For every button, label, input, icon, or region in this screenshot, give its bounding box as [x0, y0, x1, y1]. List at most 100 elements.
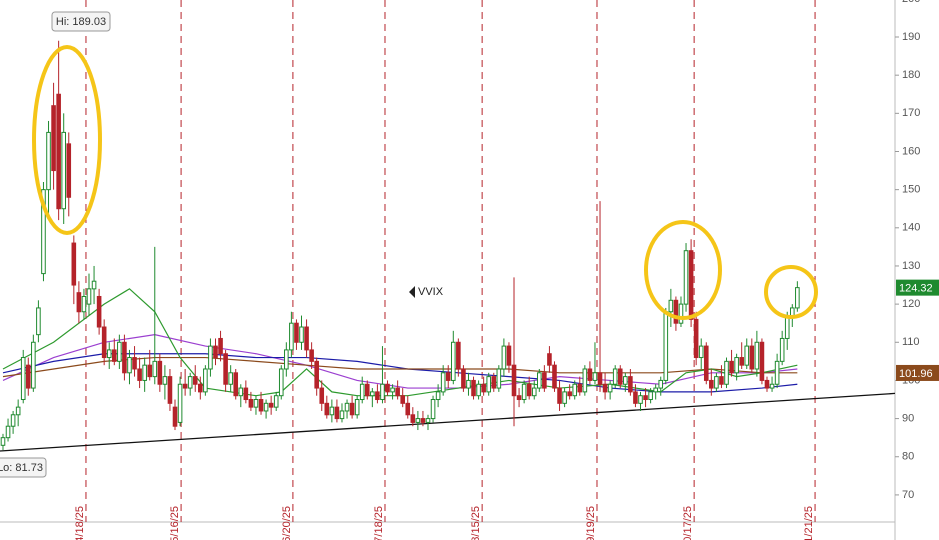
x-tick-label: 10/17/25 — [682, 506, 694, 540]
candle-body — [795, 287, 800, 309]
candle-body — [400, 395, 405, 404]
hi-label: Hi: 189.03 — [56, 16, 106, 28]
candle-body — [445, 372, 451, 381]
price-marker — [896, 279, 939, 296]
candle-body — [542, 372, 547, 389]
candle-body — [10, 414, 16, 427]
candle-body — [607, 383, 613, 393]
candle-body — [673, 299, 679, 324]
candle-body — [450, 341, 456, 381]
candle-body — [329, 406, 335, 416]
candle-body — [101, 326, 107, 359]
candle-body — [349, 402, 355, 416]
candle-body — [663, 311, 669, 381]
candle-body — [299, 326, 304, 343]
candle-body — [693, 318, 699, 359]
candle-body — [36, 307, 41, 336]
y-tick-label: 150 — [902, 184, 920, 196]
candle-body — [263, 402, 269, 412]
candle-body — [739, 357, 744, 366]
candle-body — [284, 349, 289, 370]
x-tick-label: 6/20/25 — [281, 506, 293, 540]
candle-body — [344, 402, 350, 412]
candle-body — [324, 402, 330, 416]
candle-body — [688, 250, 694, 320]
candle-body — [142, 364, 147, 381]
candle-body — [754, 341, 760, 370]
candle-body — [405, 402, 411, 416]
candle-body — [577, 383, 583, 393]
x-tick-label: 8/15/25 — [470, 506, 482, 540]
candle-body — [668, 299, 674, 313]
candle-body — [208, 345, 213, 370]
candle-body — [582, 368, 588, 393]
candle-body — [633, 391, 638, 404]
candle-body — [91, 280, 97, 290]
candle-body — [709, 379, 714, 389]
candle-body — [461, 368, 466, 389]
candle-body — [167, 376, 173, 404]
candle-body — [162, 376, 168, 385]
y-tick-label: 180 — [902, 69, 920, 81]
candle-body — [729, 360, 734, 374]
candle-body — [385, 383, 390, 393]
candle-body — [531, 387, 537, 397]
candle-body — [238, 387, 244, 397]
candle-body — [521, 383, 527, 401]
candle-body — [678, 303, 684, 324]
candle-body — [147, 364, 153, 378]
candle-body — [567, 391, 572, 397]
moving-average — [2, 356, 798, 378]
y-tick-label: 140 — [902, 222, 920, 234]
candle-body — [253, 399, 259, 408]
candle-body — [25, 364, 31, 389]
candle-body — [339, 410, 345, 420]
candle-body — [698, 345, 704, 359]
x-tick-label: 4/18/25 — [74, 506, 86, 540]
candle-body — [203, 368, 208, 393]
candle-body — [395, 387, 400, 397]
candle-body — [364, 383, 370, 397]
candle-body — [703, 345, 709, 381]
candle-body — [769, 383, 775, 389]
candle-body — [597, 372, 603, 385]
candle-body — [572, 383, 578, 397]
candle-body — [111, 349, 117, 362]
candle-body — [192, 376, 198, 385]
y-tick-label: 70 — [902, 489, 914, 501]
candle-body — [380, 383, 385, 401]
candle-body — [152, 360, 158, 378]
candle-body — [20, 357, 26, 401]
candle-body — [334, 406, 340, 420]
candle-body — [481, 383, 486, 393]
x-tick-label: 7/18/25 — [373, 506, 385, 540]
candle-body — [410, 414, 416, 423]
candle-body — [466, 379, 471, 389]
x-tick-label: 9/19/25 — [585, 506, 597, 540]
hi-box — [51, 11, 111, 32]
candle-body — [653, 387, 658, 393]
candle-body — [759, 341, 765, 381]
plot-area — [0, 0, 896, 522]
candle-body — [425, 418, 431, 423]
candle-body — [81, 295, 87, 313]
candle-body — [41, 189, 46, 275]
x-tick-label: 11/21/25 — [803, 506, 815, 540]
candle-body — [724, 360, 729, 385]
price-marker-label: 124.32 — [899, 283, 933, 295]
candle-body — [789, 307, 795, 317]
candle-body — [354, 399, 360, 416]
candle-body — [784, 315, 790, 339]
candle-body — [440, 372, 446, 393]
highlight-ellipse — [644, 220, 722, 320]
candle-body — [76, 292, 82, 313]
candle-body — [278, 368, 284, 397]
candle-body — [106, 349, 112, 359]
candle-body — [289, 322, 294, 351]
candle-body — [592, 372, 598, 381]
candle-body — [557, 387, 562, 404]
candle-body — [430, 399, 436, 420]
candle-body — [617, 368, 623, 385]
candle-body — [198, 383, 203, 393]
